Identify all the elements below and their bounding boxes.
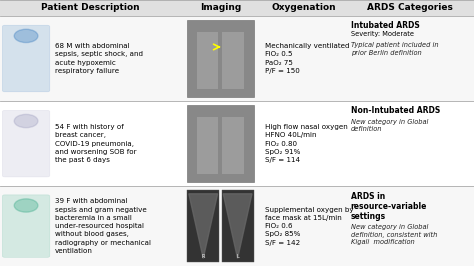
Circle shape — [14, 199, 38, 212]
Text: Non-Intubated ARDS: Non-Intubated ARDS — [351, 106, 440, 115]
Text: R: R — [201, 254, 205, 259]
Bar — [187, 20, 254, 97]
FancyBboxPatch shape — [2, 195, 50, 257]
Text: Mechanically ventilated
FiO₂ 0.5
PaO₂ 75
P/F = 150: Mechanically ventilated FiO₂ 0.5 PaO₂ 75… — [265, 43, 350, 74]
Text: Patient Description: Patient Description — [41, 3, 139, 13]
Text: Typical patient included in
prior Berlin definition: Typical patient included in prior Berlin… — [351, 42, 438, 56]
Bar — [187, 190, 219, 262]
Text: Oxygenation: Oxygenation — [271, 3, 336, 13]
Bar — [197, 32, 219, 89]
Text: 68 M with abdominal
sepsis, septic shock, and
acute hypoxemic
respiratory failur: 68 M with abdominal sepsis, septic shock… — [55, 43, 143, 74]
Text: New category in Global
definition, consistent with
Kigali  modification: New category in Global definition, consi… — [351, 224, 437, 245]
Bar — [197, 117, 219, 174]
FancyBboxPatch shape — [2, 25, 50, 92]
Bar — [187, 105, 254, 182]
Text: 39 F with abdominal
sepsis and gram negative
bacteremia in a small
under-resourc: 39 F with abdominal sepsis and gram nega… — [55, 198, 151, 254]
Text: 54 F with history of
breast cancer,
COVID-19 pneumonia,
and worsening SOB for
th: 54 F with history of breast cancer, COVI… — [55, 124, 136, 163]
Bar — [221, 190, 254, 262]
Bar — [222, 117, 244, 174]
FancyBboxPatch shape — [2, 110, 50, 177]
Text: High flow nasal oxygen
HFNO 40L/min
FiO₂ 0.80
SpO₂ 91%
S/F = 114: High flow nasal oxygen HFNO 40L/min FiO₂… — [265, 124, 348, 163]
Text: settings: settings — [351, 212, 386, 221]
Text: Severity: Moderate: Severity: Moderate — [351, 31, 414, 38]
Bar — [222, 32, 244, 89]
Text: L: L — [236, 254, 239, 259]
Polygon shape — [223, 194, 252, 259]
Circle shape — [14, 29, 38, 43]
Circle shape — [14, 114, 38, 128]
Text: Intubated ARDS: Intubated ARDS — [351, 21, 419, 30]
Text: resource-variable: resource-variable — [351, 202, 427, 211]
Text: Imaging: Imaging — [200, 3, 241, 13]
Text: ARDS in: ARDS in — [351, 192, 385, 201]
Text: Supplemental oxygen by
face mask at 15L/min
FiO₂ 0.6
SpO₂ 85%
S/F = 142: Supplemental oxygen by face mask at 15L/… — [265, 207, 354, 246]
Bar — [0, 16, 474, 101]
Bar — [0, 0, 474, 16]
Bar — [0, 186, 474, 266]
Text: New category in Global
definition: New category in Global definition — [351, 119, 428, 132]
Bar — [0, 101, 474, 186]
Polygon shape — [189, 194, 218, 259]
Text: ARDS Categories: ARDS Categories — [367, 3, 453, 13]
